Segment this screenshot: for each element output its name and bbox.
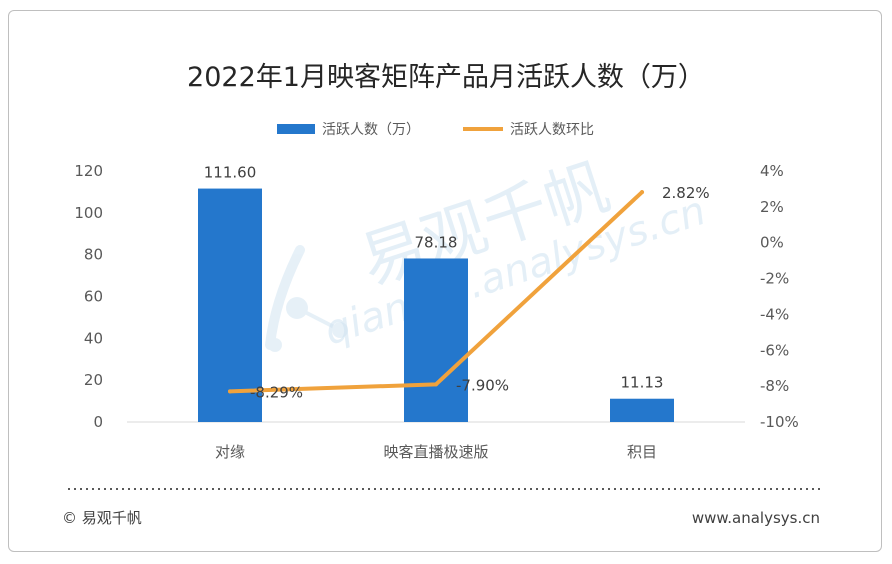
line-data-label: -7.90% — [456, 376, 509, 394]
line-data-label: 2.82% — [662, 184, 710, 202]
line-data-label: -8.29% — [250, 383, 303, 401]
line-point — [434, 382, 438, 387]
line-data-labels: -8.29% -7.90% 2.82% — [250, 184, 710, 401]
bar — [610, 398, 674, 422]
y-right-tick-label: -6% — [760, 341, 789, 359]
line-series — [228, 190, 644, 394]
y-right-tick-label: -10% — [760, 413, 799, 431]
line-point — [640, 190, 644, 195]
x-category-label: 对缘 — [215, 443, 245, 461]
y-left-tick-label: 40 — [84, 329, 103, 347]
bar-data-label: 78.18 — [415, 233, 458, 251]
y-right-tick-label: 0% — [760, 234, 784, 252]
y-left-tick-label: 20 — [84, 371, 103, 389]
x-category-label: 积目 — [627, 443, 657, 461]
x-category-label: 映客直播极速版 — [383, 443, 488, 461]
x-axis-categories: 对缘 映客直播极速版 积目 — [215, 443, 657, 461]
y-left-tick-label: 100 — [74, 204, 103, 222]
y-left-tick-label: 80 — [84, 246, 103, 264]
footer-website: www.analysys.cn — [692, 509, 820, 527]
y-left-tick-label: 60 — [84, 288, 103, 306]
bar — [404, 258, 468, 422]
watermark-logo — [265, 245, 348, 352]
bar-data-labels: 111.60 78.18 11.13 — [204, 164, 664, 392]
y-axis-left: 0 20 40 60 80 100 120 — [74, 162, 103, 431]
y-axis-right: -10% -8% -6% -4% -2% 0% 2% 4% — [760, 162, 799, 431]
legend-bar-swatch — [277, 124, 315, 134]
bar — [198, 188, 262, 422]
watermark: 易观千帆 qianfan.analysys.cn — [265, 151, 711, 355]
y-right-tick-label: 4% — [760, 162, 784, 180]
legend: 活跃人数（万） 活跃人数环比 — [277, 122, 594, 138]
y-right-tick-label: -4% — [760, 305, 789, 323]
legend-bar-label: 活跃人数（万） — [322, 122, 420, 138]
legend-line-label: 活跃人数环比 — [510, 122, 594, 138]
bar-data-label: 11.13 — [621, 374, 664, 392]
y-right-tick-label: -8% — [760, 377, 789, 395]
y-left-tick-label: 0 — [93, 413, 103, 431]
y-right-tick-label: -2% — [760, 270, 789, 288]
bar-data-label: 111.60 — [204, 164, 257, 182]
line-point — [228, 389, 232, 394]
chart-title: 2022年1月映客矩阵产品月活跃人数（万） — [187, 62, 705, 93]
y-left-tick-label: 120 — [74, 162, 103, 180]
bar-series — [198, 188, 674, 422]
y-right-tick-label: 2% — [760, 198, 784, 216]
footer-copyright: © 易观千帆 — [62, 509, 142, 527]
